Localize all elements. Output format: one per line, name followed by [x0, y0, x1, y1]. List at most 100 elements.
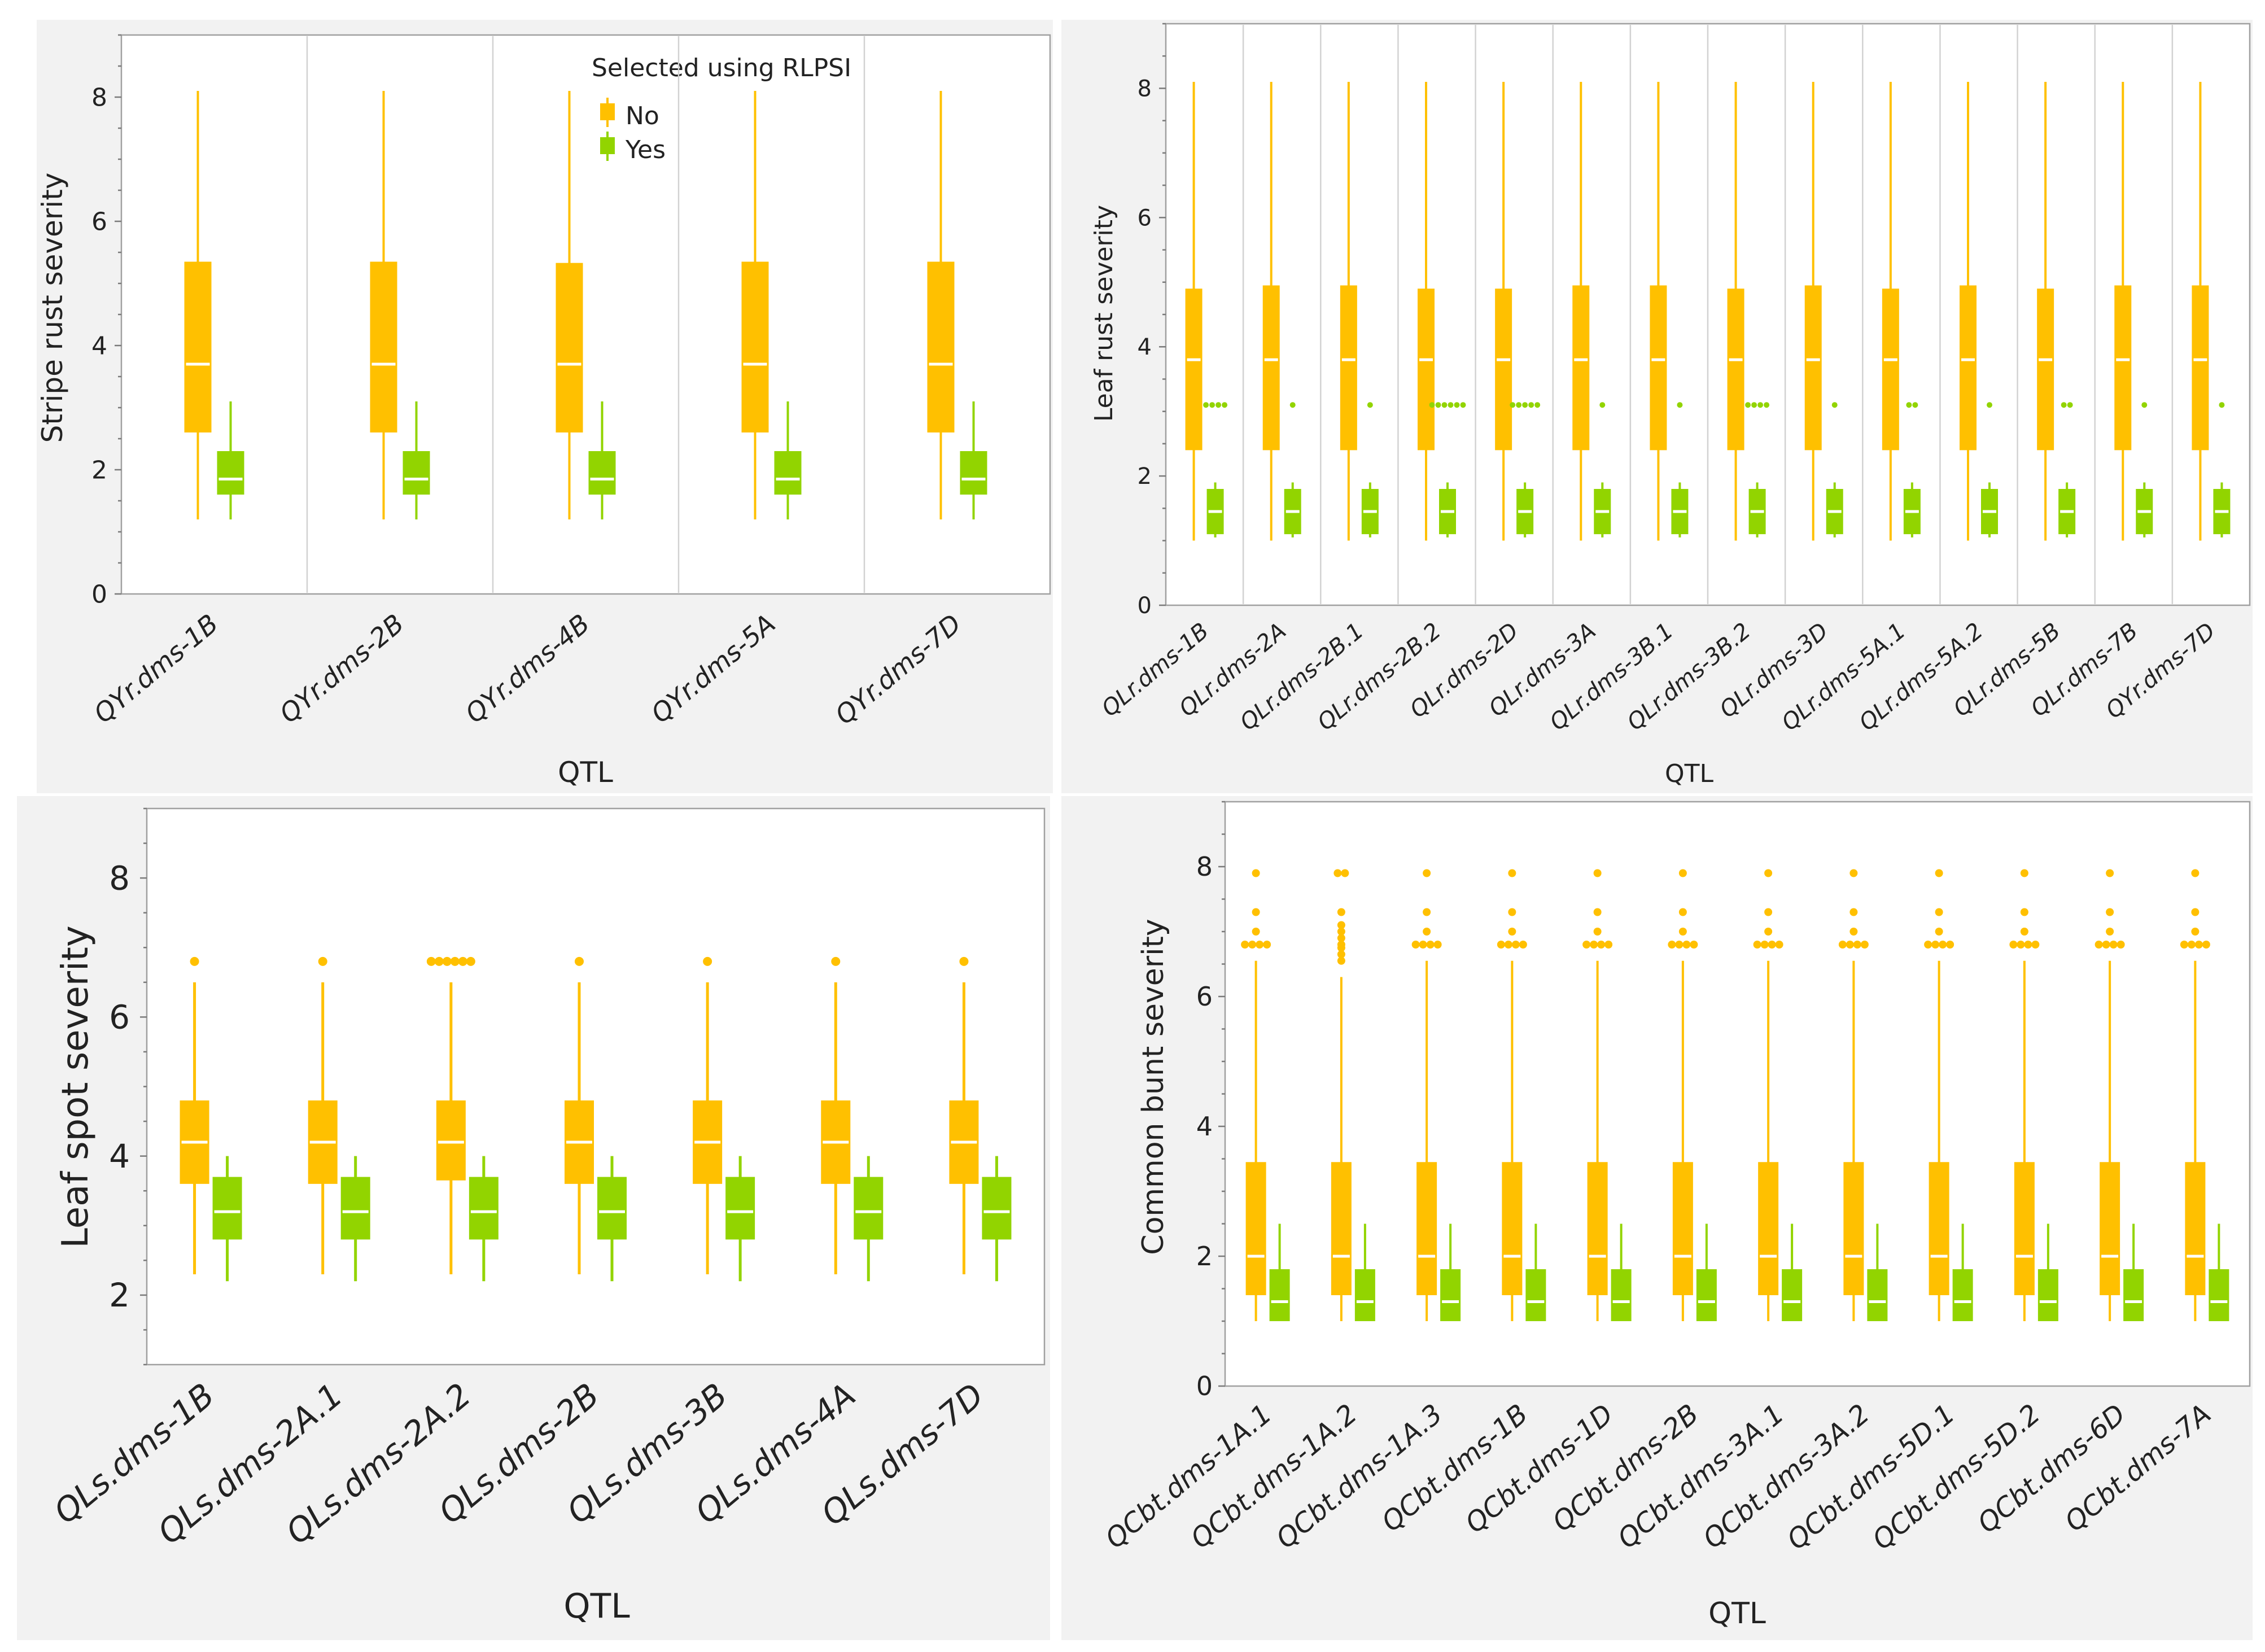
box-yes: [2209, 1269, 2229, 1321]
outlier-point: [1853, 941, 1861, 949]
outlier-point: [1448, 402, 1454, 408]
outlier-point: [1528, 402, 1534, 408]
y-tick-label: 0: [1138, 593, 1152, 619]
outlier-point: [1604, 941, 1613, 949]
y-tick-label: 6: [1138, 205, 1152, 231]
outlier-point: [831, 956, 841, 966]
box-no: [1929, 1162, 1949, 1295]
box-no: [1495, 289, 1512, 451]
outlier-point: [1675, 941, 1684, 949]
box-no: [1340, 285, 1357, 451]
outlier-point: [1222, 402, 1228, 408]
outlier-point: [1593, 869, 1602, 877]
outlier-point: [1341, 869, 1349, 877]
outlier-point: [1846, 941, 1854, 949]
outlier-point: [1678, 928, 1687, 936]
box-yes: [1952, 1269, 1973, 1321]
x-axis-title: QTL: [1708, 1597, 1766, 1631]
box-no: [1727, 289, 1744, 451]
outlier-point: [2194, 941, 2203, 949]
outlier-point: [1682, 941, 1691, 949]
y-tick-label: 6: [91, 207, 107, 236]
box-no: [1960, 285, 1977, 451]
y-tick-label: 8: [1138, 76, 1152, 102]
outlier-point: [1516, 402, 1522, 408]
legend: Selected using RLPSI No Yes: [592, 54, 851, 164]
box-no: [1882, 289, 1899, 451]
box-yes: [597, 1177, 627, 1240]
outlier-point: [1906, 402, 1912, 408]
outlier-point: [2202, 941, 2210, 949]
outlier-point: [1429, 402, 1435, 408]
outlier-point: [1924, 941, 1932, 949]
box-no: [1843, 1162, 1864, 1295]
outlier-point: [450, 956, 460, 966]
outlier-point: [2117, 941, 2125, 949]
outlier-point: [1582, 941, 1591, 949]
outlier-point: [1860, 941, 1869, 949]
box-yes: [1354, 1269, 1375, 1321]
box-no: [1185, 289, 1203, 451]
box-yes: [1782, 1269, 1803, 1321]
outlier-point: [2024, 941, 2032, 949]
outlier-point: [1912, 402, 1918, 408]
x-axis-title: QTL: [558, 756, 613, 789]
panel-leaf-spot: Leaf spot severity QTL 2468QLs.dms-1BQLs…: [17, 796, 1050, 1640]
outlier-point: [1849, 908, 1858, 916]
outlier-point: [1678, 869, 1687, 877]
y-tick-label: 8: [91, 83, 107, 112]
box-no: [1572, 285, 1590, 451]
box-no: [1416, 1162, 1437, 1295]
outlier-point: [2191, 869, 2200, 877]
outlier-point: [1508, 908, 1516, 916]
plot-area: [146, 807, 1046, 1366]
outlier-point: [1745, 402, 1751, 408]
outlier-point: [318, 956, 327, 966]
y-tick-label: 2: [109, 1276, 130, 1314]
outlier-point: [1931, 941, 1940, 949]
box-no: [1262, 285, 1280, 451]
y-tick-label: 0: [91, 580, 107, 609]
outlier-point: [1590, 941, 1598, 949]
y-tick-label: 2: [1196, 1241, 1213, 1271]
legend-label-no: No: [626, 102, 659, 130]
outlier-point: [1289, 402, 1296, 408]
box-no: [2014, 1162, 2035, 1295]
box-yes: [2037, 1269, 2058, 1321]
outlier-point: [1252, 928, 1260, 936]
y-axis: 0 2 4 6 8: [1138, 23, 1166, 619]
outlier-point: [2180, 941, 2188, 949]
outlier-point: [2106, 908, 2114, 916]
outlier-point: [1337, 956, 1345, 965]
box-yes: [1696, 1269, 1717, 1321]
box-no: [1587, 1162, 1608, 1295]
outlier-point: [1677, 402, 1683, 408]
legend-title: Selected using RLPSI: [592, 54, 851, 82]
y-tick-label: 2: [1138, 464, 1152, 490]
outlier-point: [2009, 941, 2018, 949]
outlier-point: [1935, 908, 1943, 916]
outlier-point: [1522, 402, 1528, 408]
outlier-point: [2187, 941, 2196, 949]
outlier-point: [1423, 869, 1431, 877]
outlier-point: [1987, 402, 1992, 408]
box-yes: [725, 1177, 755, 1240]
outlier-point: [1337, 941, 1345, 949]
panel-stripe-rust: Stripe rust severity QTL Selected using …: [36, 20, 1053, 793]
box-yes: [403, 451, 430, 495]
outlier-point: [1203, 402, 1209, 408]
box-yes: [854, 1177, 884, 1240]
box-yes: [982, 1177, 1012, 1240]
plot-area: [120, 34, 1051, 595]
box-no: [1804, 285, 1822, 451]
outlier-point: [1768, 941, 1776, 949]
box-yes: [1611, 1269, 1632, 1321]
y-tick-label: 0: [1196, 1371, 1213, 1401]
box-yes: [1867, 1269, 1888, 1321]
box-no: [1331, 1162, 1352, 1295]
outlier-point: [1935, 928, 1943, 936]
outlier-point: [2106, 928, 2114, 936]
y-axis-title: Leaf spot severity: [55, 925, 97, 1248]
outlier-point: [2191, 928, 2200, 936]
y-tick-label: 8: [1196, 851, 1213, 882]
